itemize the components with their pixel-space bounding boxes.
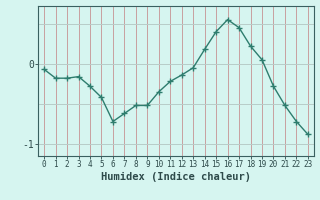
X-axis label: Humidex (Indice chaleur): Humidex (Indice chaleur) xyxy=(101,172,251,182)
